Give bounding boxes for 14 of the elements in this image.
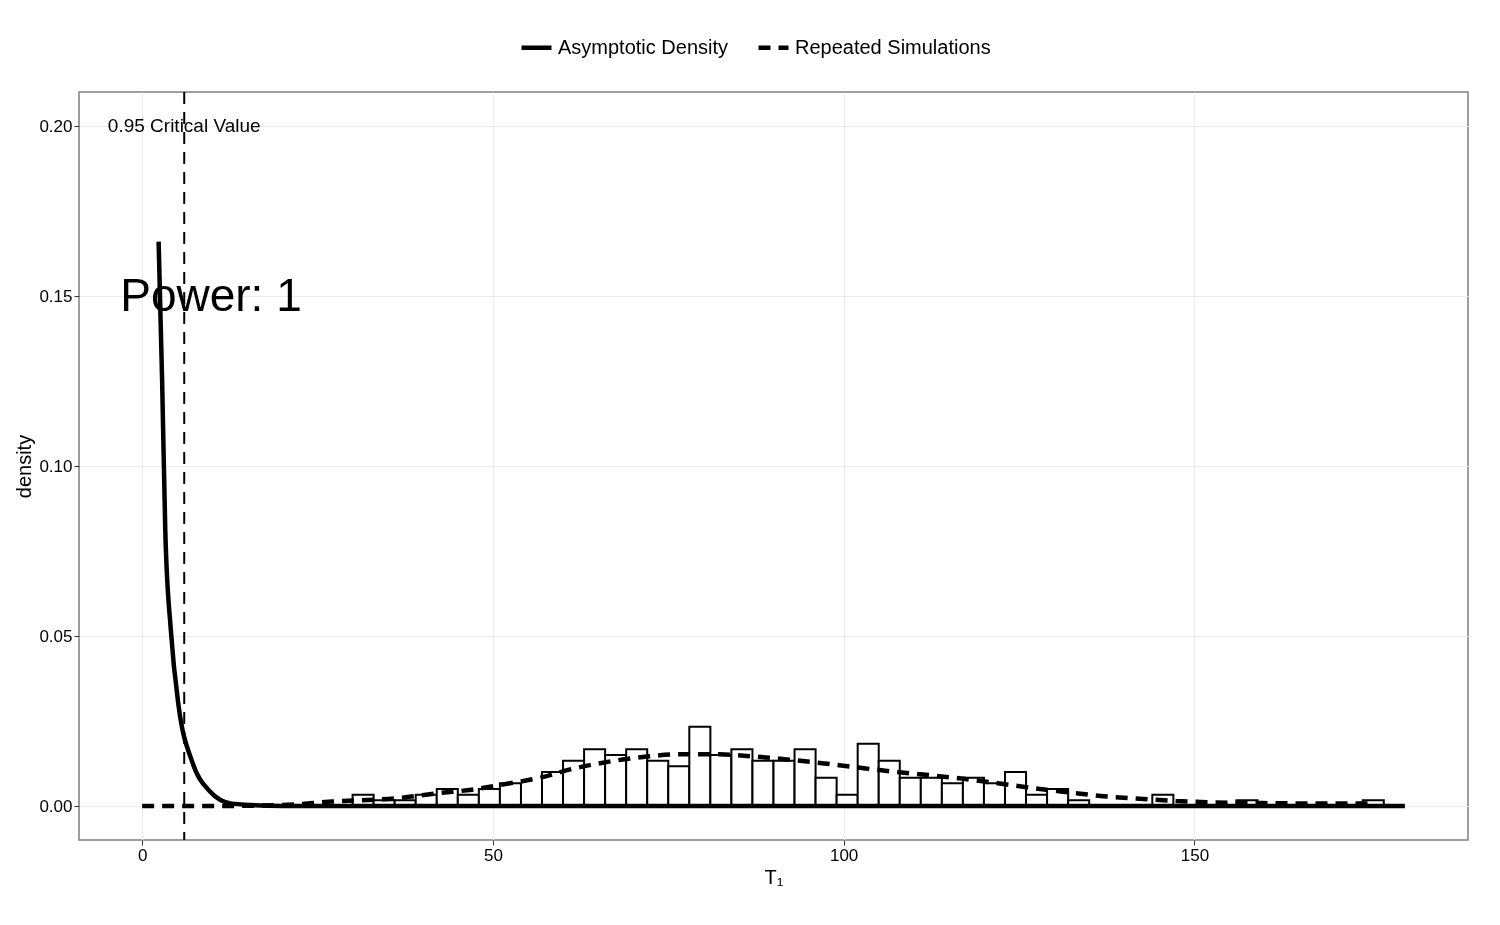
legend-label: Asymptotic Density [558, 35, 729, 58]
x-tick-label: 100 [829, 845, 859, 865]
y-tick-label: 0.20 [39, 116, 73, 136]
y-tick-label: 0.00 [39, 796, 73, 816]
y-tick-label: 0.10 [39, 456, 73, 476]
x-axis-title: T₁ [764, 865, 784, 888]
ref-line-label: 0.95 Critical Value [107, 115, 261, 136]
x-tick-label: 150 [1180, 845, 1210, 865]
y-tick-label: 0.05 [39, 626, 73, 646]
x-tick-label: 0 [137, 845, 148, 865]
y-tick-label: 0.15 [39, 286, 73, 306]
x-tick-label: 50 [483, 845, 503, 865]
legend-label: Repeated Simulations [795, 35, 991, 58]
y-axis-title: density [13, 434, 36, 499]
